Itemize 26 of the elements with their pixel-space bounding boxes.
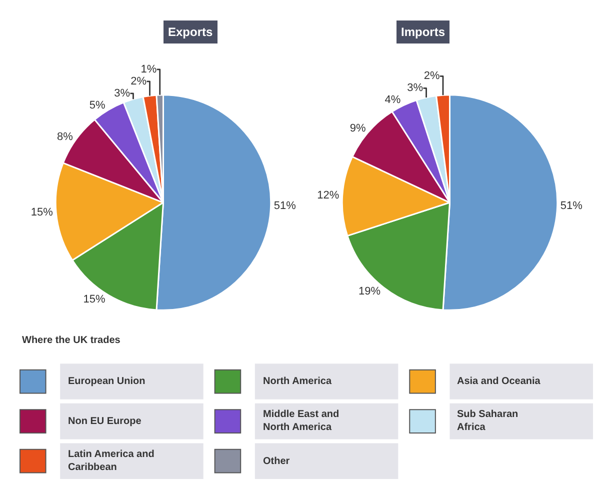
data-label: 15%	[30, 206, 54, 219]
data-label: 2%	[424, 70, 440, 82]
data-label: 51%	[560, 200, 583, 212]
legend-title: Where the UK trades	[22, 335, 121, 346]
data-label: 3%	[407, 82, 424, 94]
data-label: 12%	[317, 190, 340, 202]
data-label: 5%	[89, 99, 106, 112]
legend-label: European Union	[68, 376, 146, 387]
data-label: 8%	[57, 131, 74, 144]
data-label: 19%	[358, 285, 381, 298]
data-label: 4%	[384, 94, 401, 106]
data-label: 9%	[350, 122, 366, 135]
data-label: 51%	[274, 200, 296, 212]
chart-title: Exports	[168, 25, 214, 39]
chart-title: Imports	[401, 25, 446, 39]
legend-label: Non EU Europe	[68, 416, 142, 427]
legend-label: Latin America and Caribbean	[68, 449, 154, 473]
legend-label: Asia and Oceania	[457, 376, 541, 387]
data-label: 3%	[114, 87, 130, 100]
data-label: 15%	[83, 294, 106, 306]
legend-label: Middle East and North America	[263, 409, 340, 433]
data-label: 1%	[140, 63, 157, 76]
legend-label: Sub Saharan Africa	[457, 409, 518, 433]
legend-label: Other	[263, 456, 290, 467]
legend-label: North America	[263, 376, 332, 387]
data-label: 2%	[130, 75, 147, 88]
